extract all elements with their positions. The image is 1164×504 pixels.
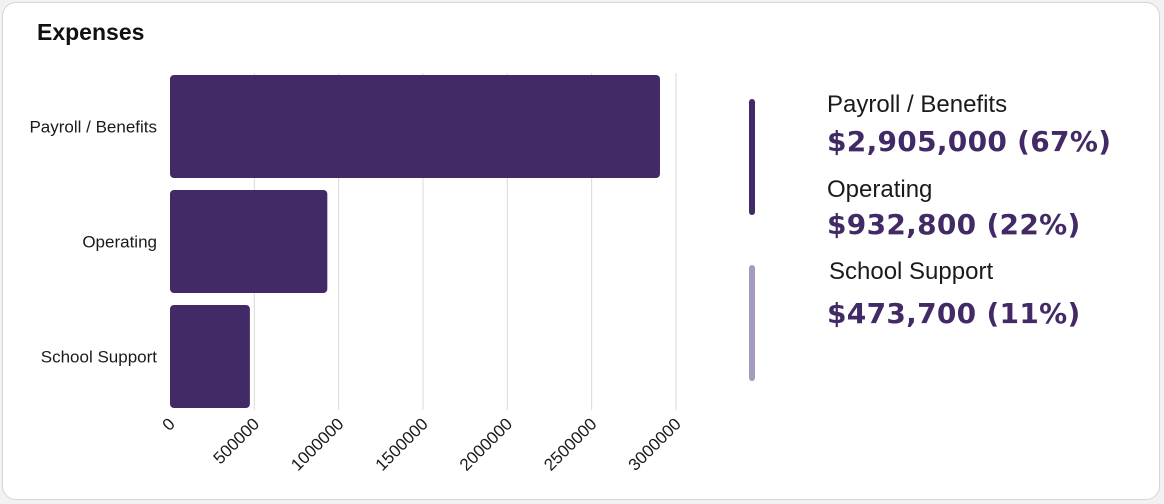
legend-label-school-support: School Support <box>829 258 994 285</box>
category-label: School Support <box>41 348 158 367</box>
legend-value-payroll: $2,905,000 (67%) <box>827 125 1112 158</box>
x-tick-label: 3000000 <box>625 414 685 474</box>
x-tick-label: 2000000 <box>456 414 516 474</box>
bar-operating <box>170 190 328 293</box>
expenses-legend: Payroll / Benefits $2,905,000 (67%) Oper… <box>743 91 1143 391</box>
x-tick-label: 1000000 <box>287 414 347 474</box>
legend-value-operating: $932,800 (22%) <box>827 208 1081 241</box>
x-tick-label: 1500000 <box>372 414 432 474</box>
legend-label-payroll: Payroll / Benefits <box>827 91 1008 118</box>
card-title: Expenses <box>37 19 145 45</box>
legend-bar-primary <box>749 99 755 215</box>
expenses-bar-chart: Payroll / Benefits Operating School Suppor… <box>29 73 685 475</box>
category-label: Operating <box>82 233 157 252</box>
category-label: Payroll / Benefits <box>29 118 157 137</box>
x-tick-label: 2500000 <box>540 414 600 474</box>
bar-payroll-benefits <box>170 75 660 178</box>
legend-bar-secondary <box>749 265 755 381</box>
x-tick-label: 500000 <box>210 414 264 468</box>
x-tick-label: 0 <box>159 414 179 434</box>
bar-school-support <box>170 305 250 408</box>
legend-label-operating: Operating <box>827 176 933 203</box>
legend-value-school-support: $473,700 (11%) <box>827 297 1081 330</box>
